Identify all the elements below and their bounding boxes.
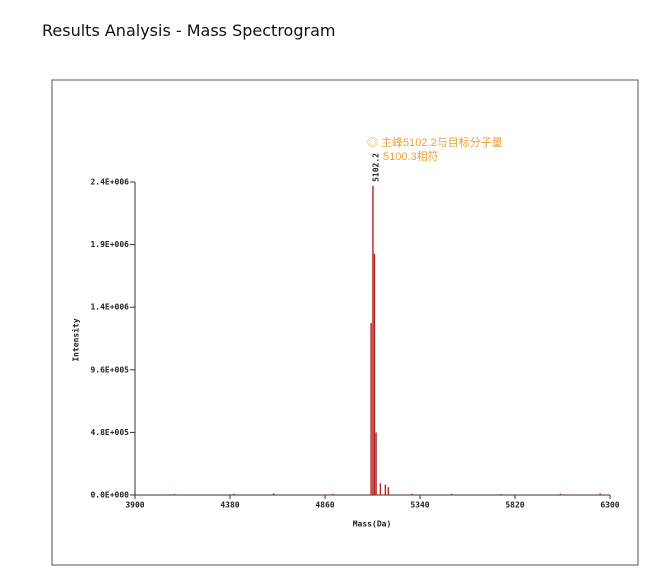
y-tick-label: 0.0E+000 (90, 491, 129, 500)
y-tick-label: 2.4E+006 (90, 178, 129, 187)
x-tick-label: 5820 (505, 501, 524, 510)
y-tick-label: 9.6E+005 (90, 365, 129, 374)
x-tick-label: 6300 (600, 501, 619, 510)
x-tick-label: 3900 (125, 501, 144, 510)
y-tick-label: 1.9E+006 (90, 240, 129, 249)
x-tick-label: 5340 (410, 501, 429, 510)
y-tick-label: 4.8E+005 (90, 428, 129, 437)
x-axis-label: Mass(Da) (353, 520, 392, 529)
annotation: ◎ 主峰5102.2与目标分子量 (367, 135, 503, 149)
x-tick-label: 4380 (220, 501, 239, 510)
y-tick-label: 1.4E+006 (90, 303, 129, 312)
x-tick-label: 4860 (315, 501, 334, 510)
peak-label: 5102.2 (371, 153, 380, 182)
y-axis-label: Intensity (71, 318, 81, 362)
chart-frame (51, 79, 639, 566)
annotation: 5100.3相符 (383, 150, 439, 163)
page-title: Results Analysis - Mass Spectrogram (42, 21, 335, 40)
